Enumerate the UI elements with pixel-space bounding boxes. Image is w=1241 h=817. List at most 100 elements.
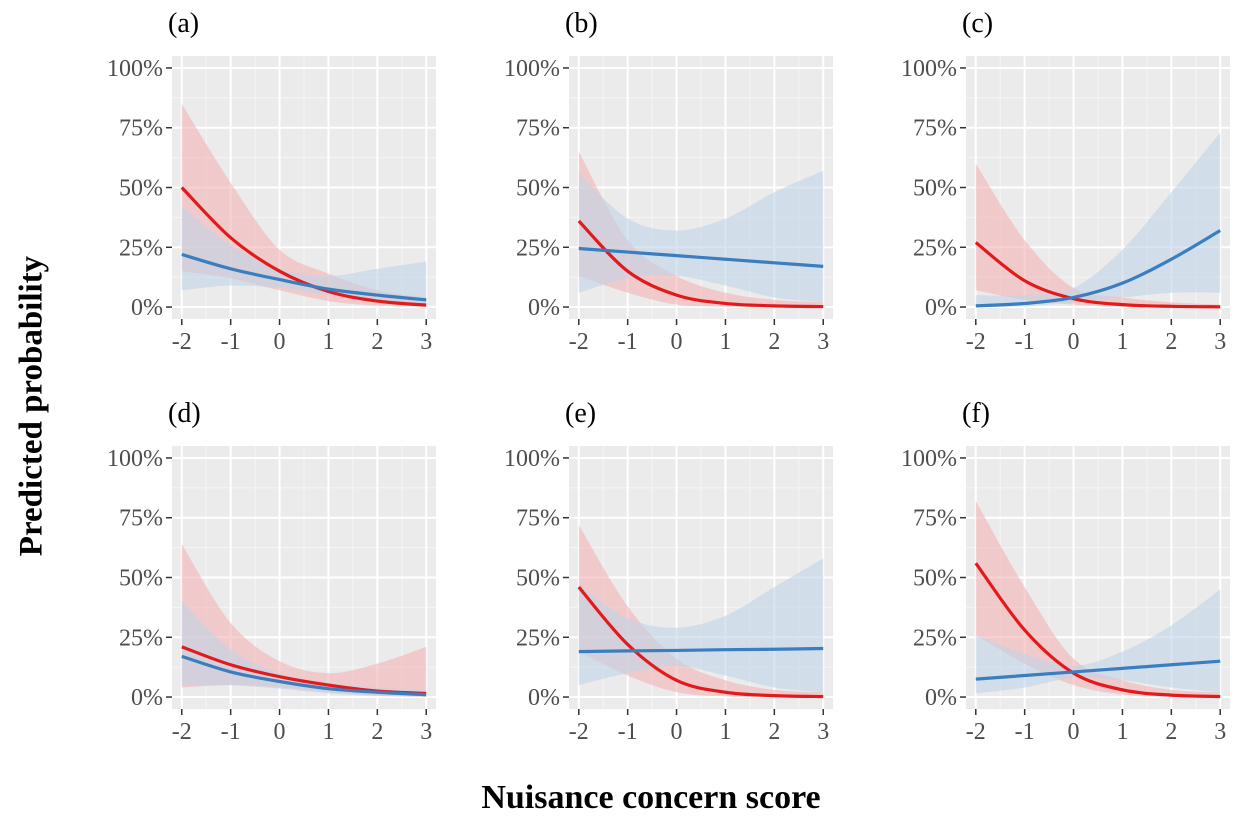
x-tick-label: 1	[322, 329, 334, 355]
series-line-red	[974, 562, 1221, 699]
y-tick-label: 0%	[528, 295, 560, 321]
panel-b: 0% 25% 50% 75% 100% -2 -1 0 1 2 3 (b)	[504, 8, 833, 355]
series-line-red	[577, 586, 824, 699]
y-tick-label: 75%	[913, 506, 957, 532]
y-tick-label: 25%	[913, 235, 957, 261]
series-line-red	[577, 219, 824, 309]
x-tick-label: 3	[420, 719, 432, 745]
y-axis-title: Predicted probability	[13, 255, 50, 557]
x-tick-label: -2	[569, 329, 589, 355]
confidence-band-blue	[181, 601, 427, 697]
y-tick-label: 50%	[516, 566, 560, 592]
y-tick-label: 75%	[119, 116, 163, 142]
y-tick-label: 100%	[901, 56, 957, 82]
x-tick-label: 2	[371, 719, 383, 745]
panel-title: (f)	[962, 398, 990, 429]
x-tick-label: -1	[1015, 719, 1035, 745]
y-tick-label: 25%	[516, 235, 560, 261]
x-tick-label: 3	[1214, 719, 1226, 745]
x-tick-label: 1	[1116, 719, 1128, 745]
panel-title: (b)	[565, 8, 598, 39]
x-tick-label: -2	[966, 719, 986, 745]
series-line-red	[974, 241, 1221, 309]
y-tick-label: 75%	[119, 506, 163, 532]
x-tick-label: 1	[322, 719, 334, 745]
y-tick-label: 100%	[107, 56, 163, 82]
x-tick-label: 2	[1165, 719, 1177, 745]
x-tick-label: 1	[1116, 329, 1128, 355]
y-tick-label: 0%	[925, 685, 957, 711]
x-axis-title: Nuisance concern score	[481, 779, 821, 816]
y-tick-label: 50%	[913, 176, 957, 202]
panel-f: 0% 25% 50% 75% 100% -2 -1 0 1 2 3 (f)	[901, 398, 1230, 745]
x-tick-label: 0	[1068, 329, 1080, 355]
x-tick-label: 2	[768, 329, 780, 355]
confidence-band-blue	[975, 589, 1221, 694]
y-tick-label: 0%	[131, 685, 163, 711]
x-tick-label: 3	[817, 329, 829, 355]
x-tick-label: -2	[172, 719, 192, 745]
x-tick-label: -1	[618, 329, 638, 355]
y-tick-label: 0%	[131, 295, 163, 321]
panel-d: 0% 25% 50% 75% 100% -2 -1 0 1 2 3 (d)	[107, 398, 436, 745]
y-tick-label: 25%	[516, 625, 560, 651]
y-tick-label: 0%	[925, 295, 957, 321]
confidence-band-red	[975, 500, 1221, 698]
x-tick-label: 3	[817, 719, 829, 745]
confidence-band-red	[975, 163, 1221, 308]
series-line-red	[180, 186, 427, 307]
y-tick-label: 100%	[504, 56, 560, 82]
y-tick-label: 100%	[504, 446, 560, 472]
series-line-blue	[181, 654, 427, 697]
x-tick-label: -1	[221, 329, 241, 355]
series-line-blue	[578, 246, 824, 268]
x-tick-label: 0	[274, 329, 286, 355]
y-tick-label: 50%	[119, 566, 163, 592]
x-tick-label: -2	[569, 719, 589, 745]
x-tick-label: 1	[719, 719, 731, 745]
x-tick-label: 3	[420, 329, 432, 355]
y-tick-label: 50%	[913, 566, 957, 592]
panel-title: (a)	[168, 8, 199, 39]
x-tick-label: -2	[966, 329, 986, 355]
y-tick-label: 50%	[119, 176, 163, 202]
x-tick-label: 0	[1068, 719, 1080, 745]
series-line-blue	[975, 659, 1221, 681]
y-tick-label: 75%	[516, 506, 560, 532]
y-tick-label: 25%	[913, 625, 957, 651]
confidence-band-blue	[578, 558, 824, 693]
y-tick-label: 100%	[901, 446, 957, 472]
x-tick-label: 0	[671, 719, 683, 745]
x-tick-label: 2	[371, 329, 383, 355]
panel-c: 0% 25% 50% 75% 100% -2 -1 0 1 2 3 (c)	[901, 8, 1230, 355]
x-tick-label: 2	[768, 719, 780, 745]
y-tick-label: 0%	[528, 685, 560, 711]
y-tick-label: 75%	[516, 116, 560, 142]
panel-title: (c)	[962, 8, 993, 39]
x-tick-label: -2	[172, 329, 192, 355]
x-tick-label: 0	[274, 719, 286, 745]
y-tick-label: 25%	[119, 625, 163, 651]
confidence-band-blue	[578, 170, 824, 303]
x-tick-label: -1	[221, 719, 241, 745]
x-tick-label: 2	[1165, 329, 1177, 355]
x-tick-label: -1	[1015, 329, 1035, 355]
confidence-band-blue	[181, 206, 427, 305]
x-tick-label: 0	[671, 329, 683, 355]
panel-title: (d)	[168, 398, 201, 429]
y-tick-label: 50%	[516, 176, 560, 202]
x-tick-label: 1	[719, 329, 731, 355]
panel-a: 0% 25% 50% 75% 100% -2 -1 0 1 2 3 (a)	[107, 8, 436, 355]
y-tick-label: 100%	[107, 446, 163, 472]
x-tick-label: -1	[618, 719, 638, 745]
y-tick-label: 25%	[119, 235, 163, 261]
confidence-band-blue	[975, 132, 1221, 308]
x-tick-label: 3	[1214, 329, 1226, 355]
panel-title: (e)	[565, 398, 596, 429]
series-line-blue	[975, 229, 1222, 308]
panel-e: 0% 25% 50% 75% 100% -2 -1 0 1 2 3 (e)	[504, 398, 833, 745]
series-line-blue	[578, 646, 824, 654]
series-line-blue	[181, 252, 427, 302]
y-tick-label: 75%	[913, 116, 957, 142]
